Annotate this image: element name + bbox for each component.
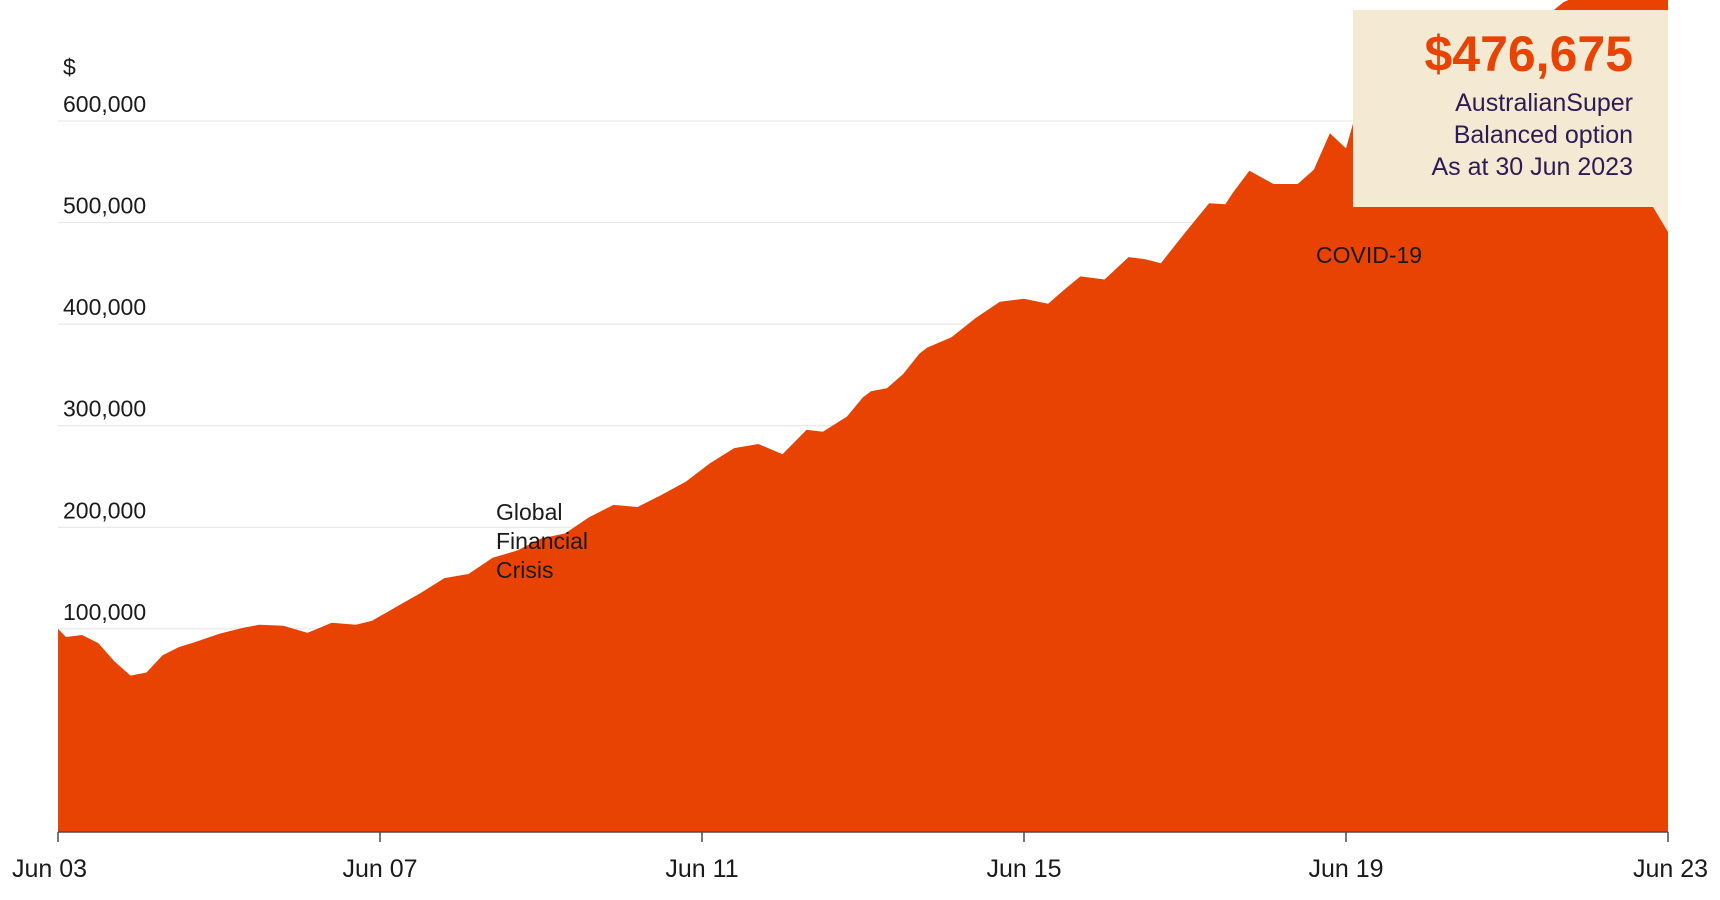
callout-box bbox=[1353, 10, 1668, 232]
y-axis-unit-label: $ bbox=[63, 54, 76, 80]
value-callout: $476,675 AustralianSuper Balanced option… bbox=[1353, 10, 1668, 232]
annotations: Global Financial Crisis COVID-19 bbox=[496, 242, 1422, 583]
callout-date: As at 30 Jun 2023 bbox=[1431, 153, 1633, 181]
x-tick-label: Jun 15 bbox=[986, 855, 1061, 883]
x-tick-label: Jun 11 bbox=[665, 855, 738, 883]
x-tick-label: Jun 07 bbox=[342, 855, 417, 883]
x-tick-label: Jun 23 bbox=[1633, 855, 1708, 883]
x-tick-label: Jun 03 bbox=[12, 855, 87, 883]
balance-area bbox=[58, 0, 1668, 832]
callout-fund-name: AustralianSuper bbox=[1455, 89, 1633, 117]
x-axis: Jun 03 Jun 07 Jun 11 Jun 15 Jun 19 Jun 23 bbox=[12, 831, 1708, 883]
y-tick-label: 200,000 bbox=[63, 497, 146, 523]
annotation-text: Global bbox=[496, 499, 562, 525]
annotation-text: COVID-19 bbox=[1316, 242, 1422, 268]
annotation-text: Financial bbox=[496, 528, 588, 554]
y-tick-label: 400,000 bbox=[63, 294, 146, 320]
annotation-text: Crisis bbox=[496, 557, 554, 583]
y-axis-ticks: $ 600,000 500,000 400,000 300,000 200,000 100… bbox=[63, 54, 146, 625]
x-tick-label: Jun 19 bbox=[1308, 855, 1383, 883]
y-tick-label: 500,000 bbox=[63, 193, 146, 219]
y-tick-label: 300,000 bbox=[63, 396, 146, 422]
y-tick-label: 600,000 bbox=[63, 91, 146, 117]
callout-value: $476,675 bbox=[1424, 26, 1633, 82]
callout-option-name: Balanced option bbox=[1454, 121, 1633, 149]
y-tick-label: 100,000 bbox=[63, 599, 146, 625]
